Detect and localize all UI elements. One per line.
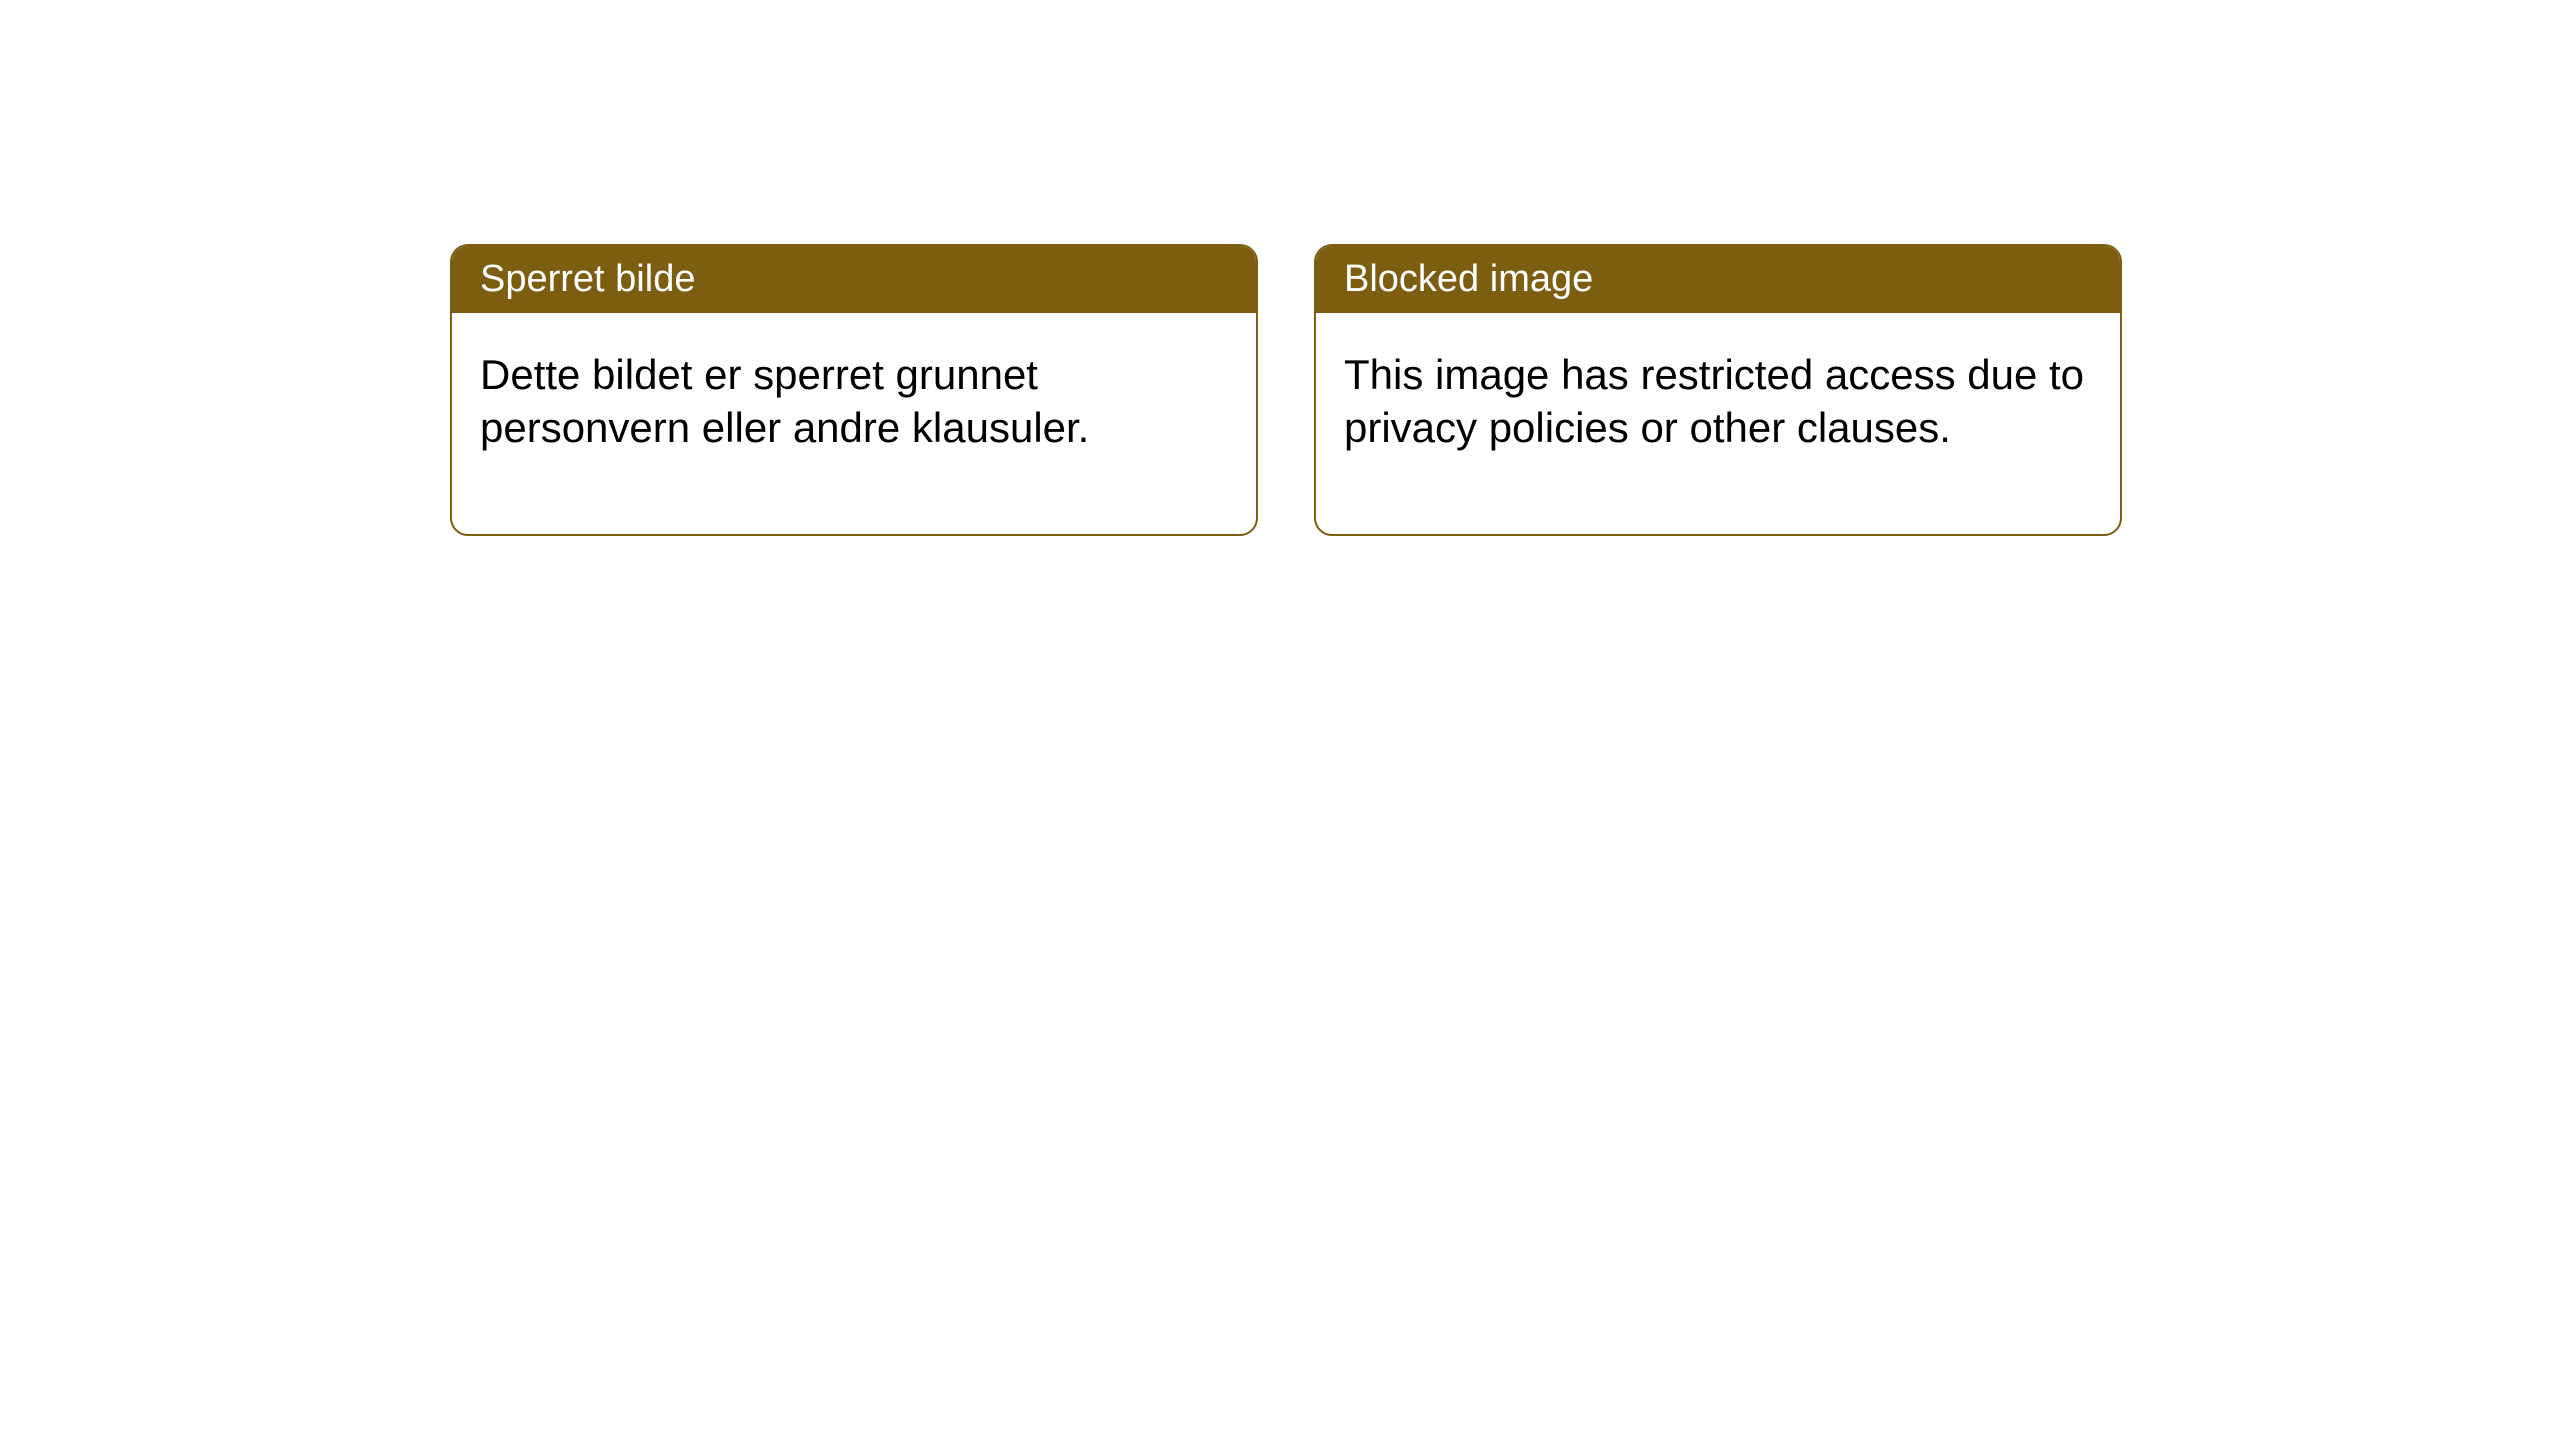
notice-title-en: Blocked image bbox=[1316, 246, 2120, 313]
notice-container: Sperret bilde Dette bildet er sperret gr… bbox=[0, 0, 2560, 536]
notice-title-no: Sperret bilde bbox=[452, 246, 1256, 313]
notice-body-no: Dette bildet er sperret grunnet personve… bbox=[452, 313, 1256, 534]
notice-body-en: This image has restricted access due to … bbox=[1316, 313, 2120, 534]
notice-card-en: Blocked image This image has restricted … bbox=[1314, 244, 2122, 536]
notice-card-no: Sperret bilde Dette bildet er sperret gr… bbox=[450, 244, 1258, 536]
